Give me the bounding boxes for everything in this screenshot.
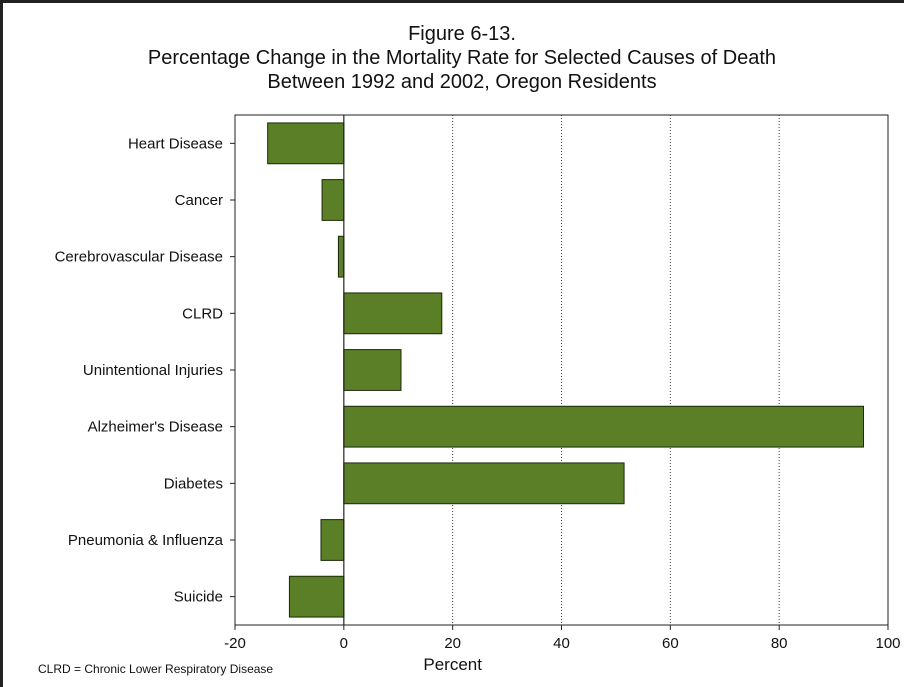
x-tick-label: 60	[662, 635, 679, 652]
x-tick-label: 80	[771, 635, 788, 652]
chart-title-block: Figure 6-13. Percentage Change in the Mo…	[0, 22, 904, 94]
category-label: Pneumonia & Influenza	[68, 532, 224, 549]
bar	[321, 179, 345, 221]
bar	[320, 519, 345, 561]
x-tick-label: 40	[553, 635, 570, 652]
bar	[343, 405, 865, 448]
x-axis-label: Percent	[423, 655, 482, 674]
x-tick-label: 100	[875, 635, 900, 652]
category-label: CLRD	[182, 305, 223, 322]
labels: -20 0 20 40 60 80 100 Heart Disease Cancer Cerebr…	[55, 135, 901, 674]
x-tick-label: -20	[224, 635, 246, 652]
bar	[343, 292, 443, 335]
category-label: Diabetes	[164, 475, 223, 492]
category-label: Cerebrovascular Disease	[55, 249, 223, 266]
bar	[288, 575, 345, 618]
axes	[230, 114, 889, 630]
chart-footnote: CLRD = Chronic Lower Respiratory Disease	[38, 662, 274, 676]
bars	[267, 122, 865, 618]
chart-subtitle-line-2: Between 1992 and 2002, Oregon Residents	[267, 71, 657, 93]
category-label: Alzheimer's Disease	[88, 419, 223, 436]
category-label: Heart Disease	[128, 135, 223, 152]
grid-lines	[452, 115, 780, 625]
bar	[267, 122, 345, 165]
chart-subtitle-line-1: Percentage Change in the Mortality Rate …	[147, 47, 777, 69]
x-tick-label: 20	[444, 635, 461, 652]
bar	[343, 462, 625, 505]
bar	[337, 235, 345, 278]
category-label: Suicide	[174, 589, 223, 606]
category-label: Cancer	[175, 192, 223, 209]
bar	[343, 349, 402, 391]
category-label: Unintentional Injuries	[83, 362, 223, 379]
chart-title: Figure 6-13.	[408, 23, 516, 45]
x-tick-label: 0	[340, 635, 348, 652]
